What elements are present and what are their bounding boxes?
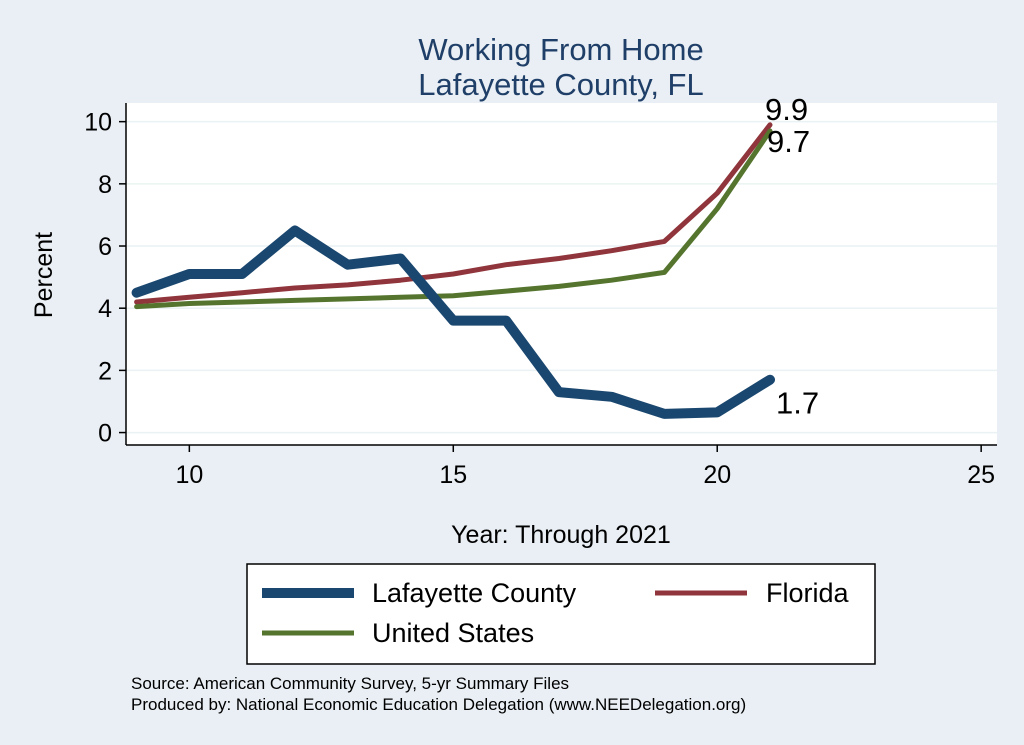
x-tick-label: 15 [439,461,467,489]
x-tick-label: 25 [967,461,995,489]
y-tick-label: 0 [98,420,112,448]
tick-labels: 0 2 4 6 8 10 10 15 20 25 [84,109,995,489]
x-tick-label: 10 [175,461,203,489]
y-tick-label: 6 [98,233,112,261]
y-tick-label: 10 [84,109,112,137]
legend: Lafayette County Florida United States [246,563,876,665]
source-note: Source: American Community Survey, 5-yr … [131,674,569,693]
y-axis-title: Percent [30,232,58,318]
end-label-florida: 9.9 [765,92,808,127]
series-line-united-states [134,128,773,310]
chart-title-line-1: Working From Home [418,32,703,67]
produced-by-note: Produced by: National Economic Education… [131,695,746,714]
legend-box [246,563,876,665]
x-axis-title: Year: Through 2021 [451,521,671,549]
y-tick-label: 2 [98,357,112,385]
legend-label-lafayette-county: Lafayette County [372,578,577,608]
y-tick-label: 4 [98,295,112,323]
legend-label-united-states: United States [372,618,534,648]
end-labels: 1.7 9.99.7 [765,92,819,421]
end-label-united-states: 9.7 [767,124,810,159]
end-label-lafayette-county: 1.7 [776,386,819,421]
series-line-lafayette-county [131,225,775,419]
y-tick-label: 8 [98,171,112,199]
chart-title: Working From Home Lafayette County, FL [418,32,703,102]
source-notes: Source: American Community Survey, 5-yr … [131,674,746,714]
chart-title-line-2: Lafayette County, FL [418,67,703,102]
axes [119,103,997,452]
series-lines [131,122,775,419]
x-tick-label: 20 [703,461,731,489]
series-line-florida [134,122,773,305]
legend-items: Lafayette County Florida United States [262,578,850,648]
legend-label-florida: Florida [766,578,850,608]
